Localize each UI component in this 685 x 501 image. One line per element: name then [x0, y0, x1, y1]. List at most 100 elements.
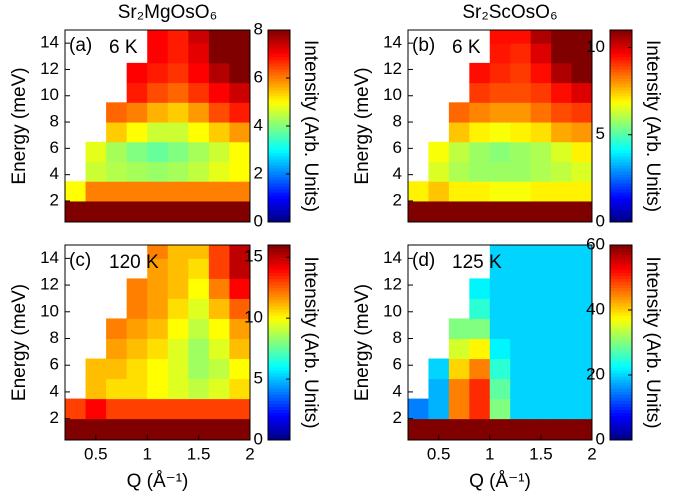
panel-label: (b) [412, 35, 435, 56]
colorbar-segment [268, 60, 290, 64]
heat-cell [489, 278, 511, 299]
colorbar-segment [610, 102, 632, 106]
heat-cell [530, 278, 552, 299]
colorbar-segment [268, 427, 290, 432]
heat-cell [147, 43, 169, 64]
colorbar-segment [610, 245, 632, 249]
heat-cell [188, 398, 210, 420]
colorbar-segment [268, 382, 290, 386]
colorbar-segment [610, 397, 632, 401]
colorbar-segment [268, 281, 290, 286]
colorbar-segment [610, 284, 632, 289]
colorbar-segment [268, 39, 290, 43]
colorbar-segment [268, 369, 290, 374]
colorbar-segment [268, 327, 290, 331]
heat-cell [510, 141, 532, 163]
y-tick-label: 2 [393, 408, 402, 427]
colorbar-segment [610, 81, 632, 85]
heat-cell [106, 122, 128, 143]
colorbar-segment [268, 156, 290, 160]
heat-cell [106, 161, 128, 182]
heat-cell [167, 43, 189, 64]
colorbar-segment [610, 257, 632, 261]
heat-cell [167, 258, 189, 279]
colorbar-segment [268, 293, 290, 298]
colorbar-segment [268, 275, 290, 280]
annotation: 6 K [452, 37, 481, 58]
heat-cell [408, 181, 429, 202]
colorbar-segment [610, 108, 632, 112]
heat-cell [530, 298, 552, 319]
heat-cell [489, 378, 511, 400]
heat-cell [530, 245, 552, 259]
heat-cell [530, 338, 552, 360]
heat-cell [571, 161, 593, 182]
colorbar-segment [268, 93, 290, 97]
y-axis-label: Energy (meV) [352, 67, 373, 184]
heat-cell [188, 102, 210, 123]
colorbar-segment [610, 379, 632, 383]
heat-cell [229, 181, 251, 202]
heat-cell [147, 102, 169, 123]
heat-cell [489, 318, 511, 339]
colorbar-segment [268, 254, 290, 258]
colorbar-segment [268, 99, 290, 103]
colorbar-segment [268, 102, 290, 106]
colorbar-segment [268, 150, 290, 154]
colorbar-segment [610, 60, 632, 64]
heat-cell [408, 398, 429, 420]
heat-cell [551, 43, 573, 64]
colorbar-segment [610, 299, 632, 304]
colorbar-segment [610, 342, 632, 347]
heat-cell [551, 358, 573, 380]
heat-cell [229, 102, 251, 123]
heat-cell [448, 102, 470, 123]
colorbar-segment [268, 210, 290, 214]
colorbar-segment [268, 397, 290, 401]
heat-cell [106, 418, 128, 441]
heat-cell [126, 62, 148, 84]
colorbar-segment [610, 105, 632, 109]
colorbar-tick-label: 4 [254, 115, 263, 134]
colorbar-segment [268, 351, 290, 356]
colorbar-segment [268, 153, 290, 157]
colorbar-segment [268, 147, 290, 151]
colorbar-segment [610, 39, 632, 43]
heat-cell [147, 200, 169, 223]
colorbar-segment [610, 321, 632, 325]
heat-cell [530, 258, 552, 279]
y-tick-label: 8 [393, 112, 402, 131]
colorbar-frame [609, 244, 633, 441]
heat-cell [571, 102, 593, 123]
colorbar-segment [610, 418, 632, 423]
panel-title: Sr₂ScOsO₆ [462, 2, 557, 23]
heat-cell [510, 102, 532, 123]
heat-cell [571, 122, 593, 143]
heat-cell [106, 398, 128, 420]
colorbar-segment [610, 366, 632, 371]
heat-cell [571, 338, 593, 360]
colorbar-segment [268, 87, 290, 91]
heat-cell [448, 181, 470, 202]
y-tick-label: 6 [393, 355, 402, 374]
heat-cell [489, 358, 511, 380]
colorbar-segment [610, 266, 632, 270]
heat-cell [448, 141, 470, 163]
heat-cell [510, 298, 532, 319]
heat-cell [106, 102, 128, 123]
heat-cell [167, 122, 189, 143]
colorbar-segment [610, 248, 632, 252]
y-tick-label: 14 [40, 248, 59, 267]
heat-cell [469, 418, 491, 441]
colorbar-segment [268, 257, 290, 261]
heat-cell [208, 82, 230, 103]
heat-cell [229, 258, 251, 279]
colorbar-segment [610, 351, 632, 356]
heat-cell [65, 200, 87, 223]
heat-cell [510, 245, 532, 259]
y-tick-label: 8 [50, 328, 59, 347]
colorbar-segment [268, 51, 290, 55]
colorbar-segment [268, 75, 290, 79]
colorbar-segment [610, 90, 632, 94]
heat-cell [510, 122, 532, 143]
